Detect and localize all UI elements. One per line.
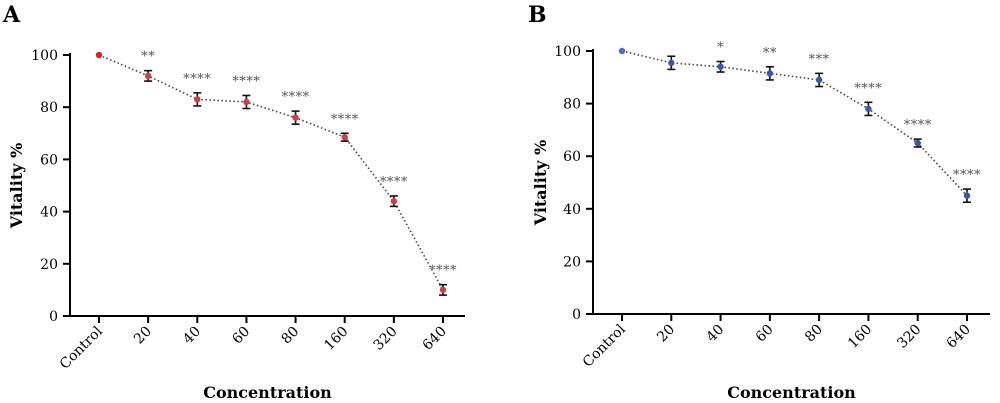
significance-label: **** <box>429 264 457 279</box>
y-tick-label: 100 <box>31 48 58 64</box>
data-point <box>95 51 103 59</box>
data-point <box>914 139 921 147</box>
y-tick-label: 0 <box>49 309 58 325</box>
data-point <box>618 47 626 55</box>
series-line <box>98 54 444 291</box>
x-tick-label: 40 <box>703 322 727 346</box>
x-tick-label: 60 <box>229 324 253 348</box>
data-point <box>144 72 152 80</box>
y-tick-label: 60 <box>40 152 58 168</box>
significance-label: **** <box>282 90 310 105</box>
significance-label: **** <box>953 168 981 183</box>
y-tick-label: 40 <box>563 202 581 218</box>
x-tick-label: 640 <box>944 322 974 352</box>
data-point <box>717 63 724 70</box>
data-point <box>194 96 201 103</box>
data-point <box>439 286 447 294</box>
data-point <box>815 76 823 84</box>
significance-label: **** <box>904 118 932 133</box>
data-point <box>865 105 872 113</box>
x-tick-label: 60 <box>753 322 777 346</box>
x-axis-title: Concentration <box>727 383 856 402</box>
x-tick-label: Control <box>580 321 629 370</box>
x-axis-title: Concentration <box>203 383 332 402</box>
panel-label: A <box>2 2 21 28</box>
data-point <box>341 134 348 141</box>
chart-panel-a: A 0 20 40 60 80 100 Control 20 40 60 80 160 320 640 Con… <box>2 2 465 402</box>
y-tick-label: 80 <box>563 97 581 113</box>
x-tick-label: 160 <box>845 322 875 352</box>
y-tick-label: 60 <box>563 149 581 165</box>
x-tick-label: 80 <box>802 322 826 346</box>
data-point <box>243 98 250 106</box>
x-tick-label: 320 <box>894 322 924 352</box>
x-tick-label: 20 <box>654 322 678 346</box>
panel-label: B <box>528 2 547 28</box>
significance-label: **** <box>183 72 211 87</box>
significance-label: ** <box>763 46 777 61</box>
y-tick-label: 80 <box>40 100 58 116</box>
chart-panel-b: B 0 20 40 60 80 100 Control 20 40 60 80 160 320 640 Con… <box>528 2 990 402</box>
significance-label: **** <box>380 175 408 190</box>
data-point <box>668 59 675 67</box>
y-tick-label: 40 <box>40 205 58 221</box>
x-tick-label: Control <box>57 323 106 372</box>
data-point <box>292 114 299 121</box>
y-axis-title: Vitality % <box>7 143 26 230</box>
significance-label: **** <box>854 81 882 96</box>
x-tick-label: 160 <box>321 324 351 354</box>
data-point <box>390 197 398 205</box>
significance-label: **** <box>331 112 359 127</box>
significance-label: ** <box>141 50 155 65</box>
data-point <box>766 70 774 77</box>
significance-label: *** <box>809 52 830 67</box>
y-tick-label: 20 <box>563 254 581 270</box>
x-tick-label: 640 <box>420 324 450 354</box>
significance-label: * <box>717 41 724 56</box>
significance-label: **** <box>232 74 260 89</box>
x-tick-label: 80 <box>278 324 302 348</box>
x-tick-label: 320 <box>370 324 400 354</box>
y-tick-label: 20 <box>40 257 58 273</box>
x-tick-label: 40 <box>180 324 204 348</box>
x-tick-label: 20 <box>131 324 155 348</box>
data-point <box>963 192 971 199</box>
y-tick-label: 0 <box>572 307 581 323</box>
y-axis-title: Vitality % <box>531 140 550 227</box>
y-tick-label: 100 <box>554 44 581 60</box>
